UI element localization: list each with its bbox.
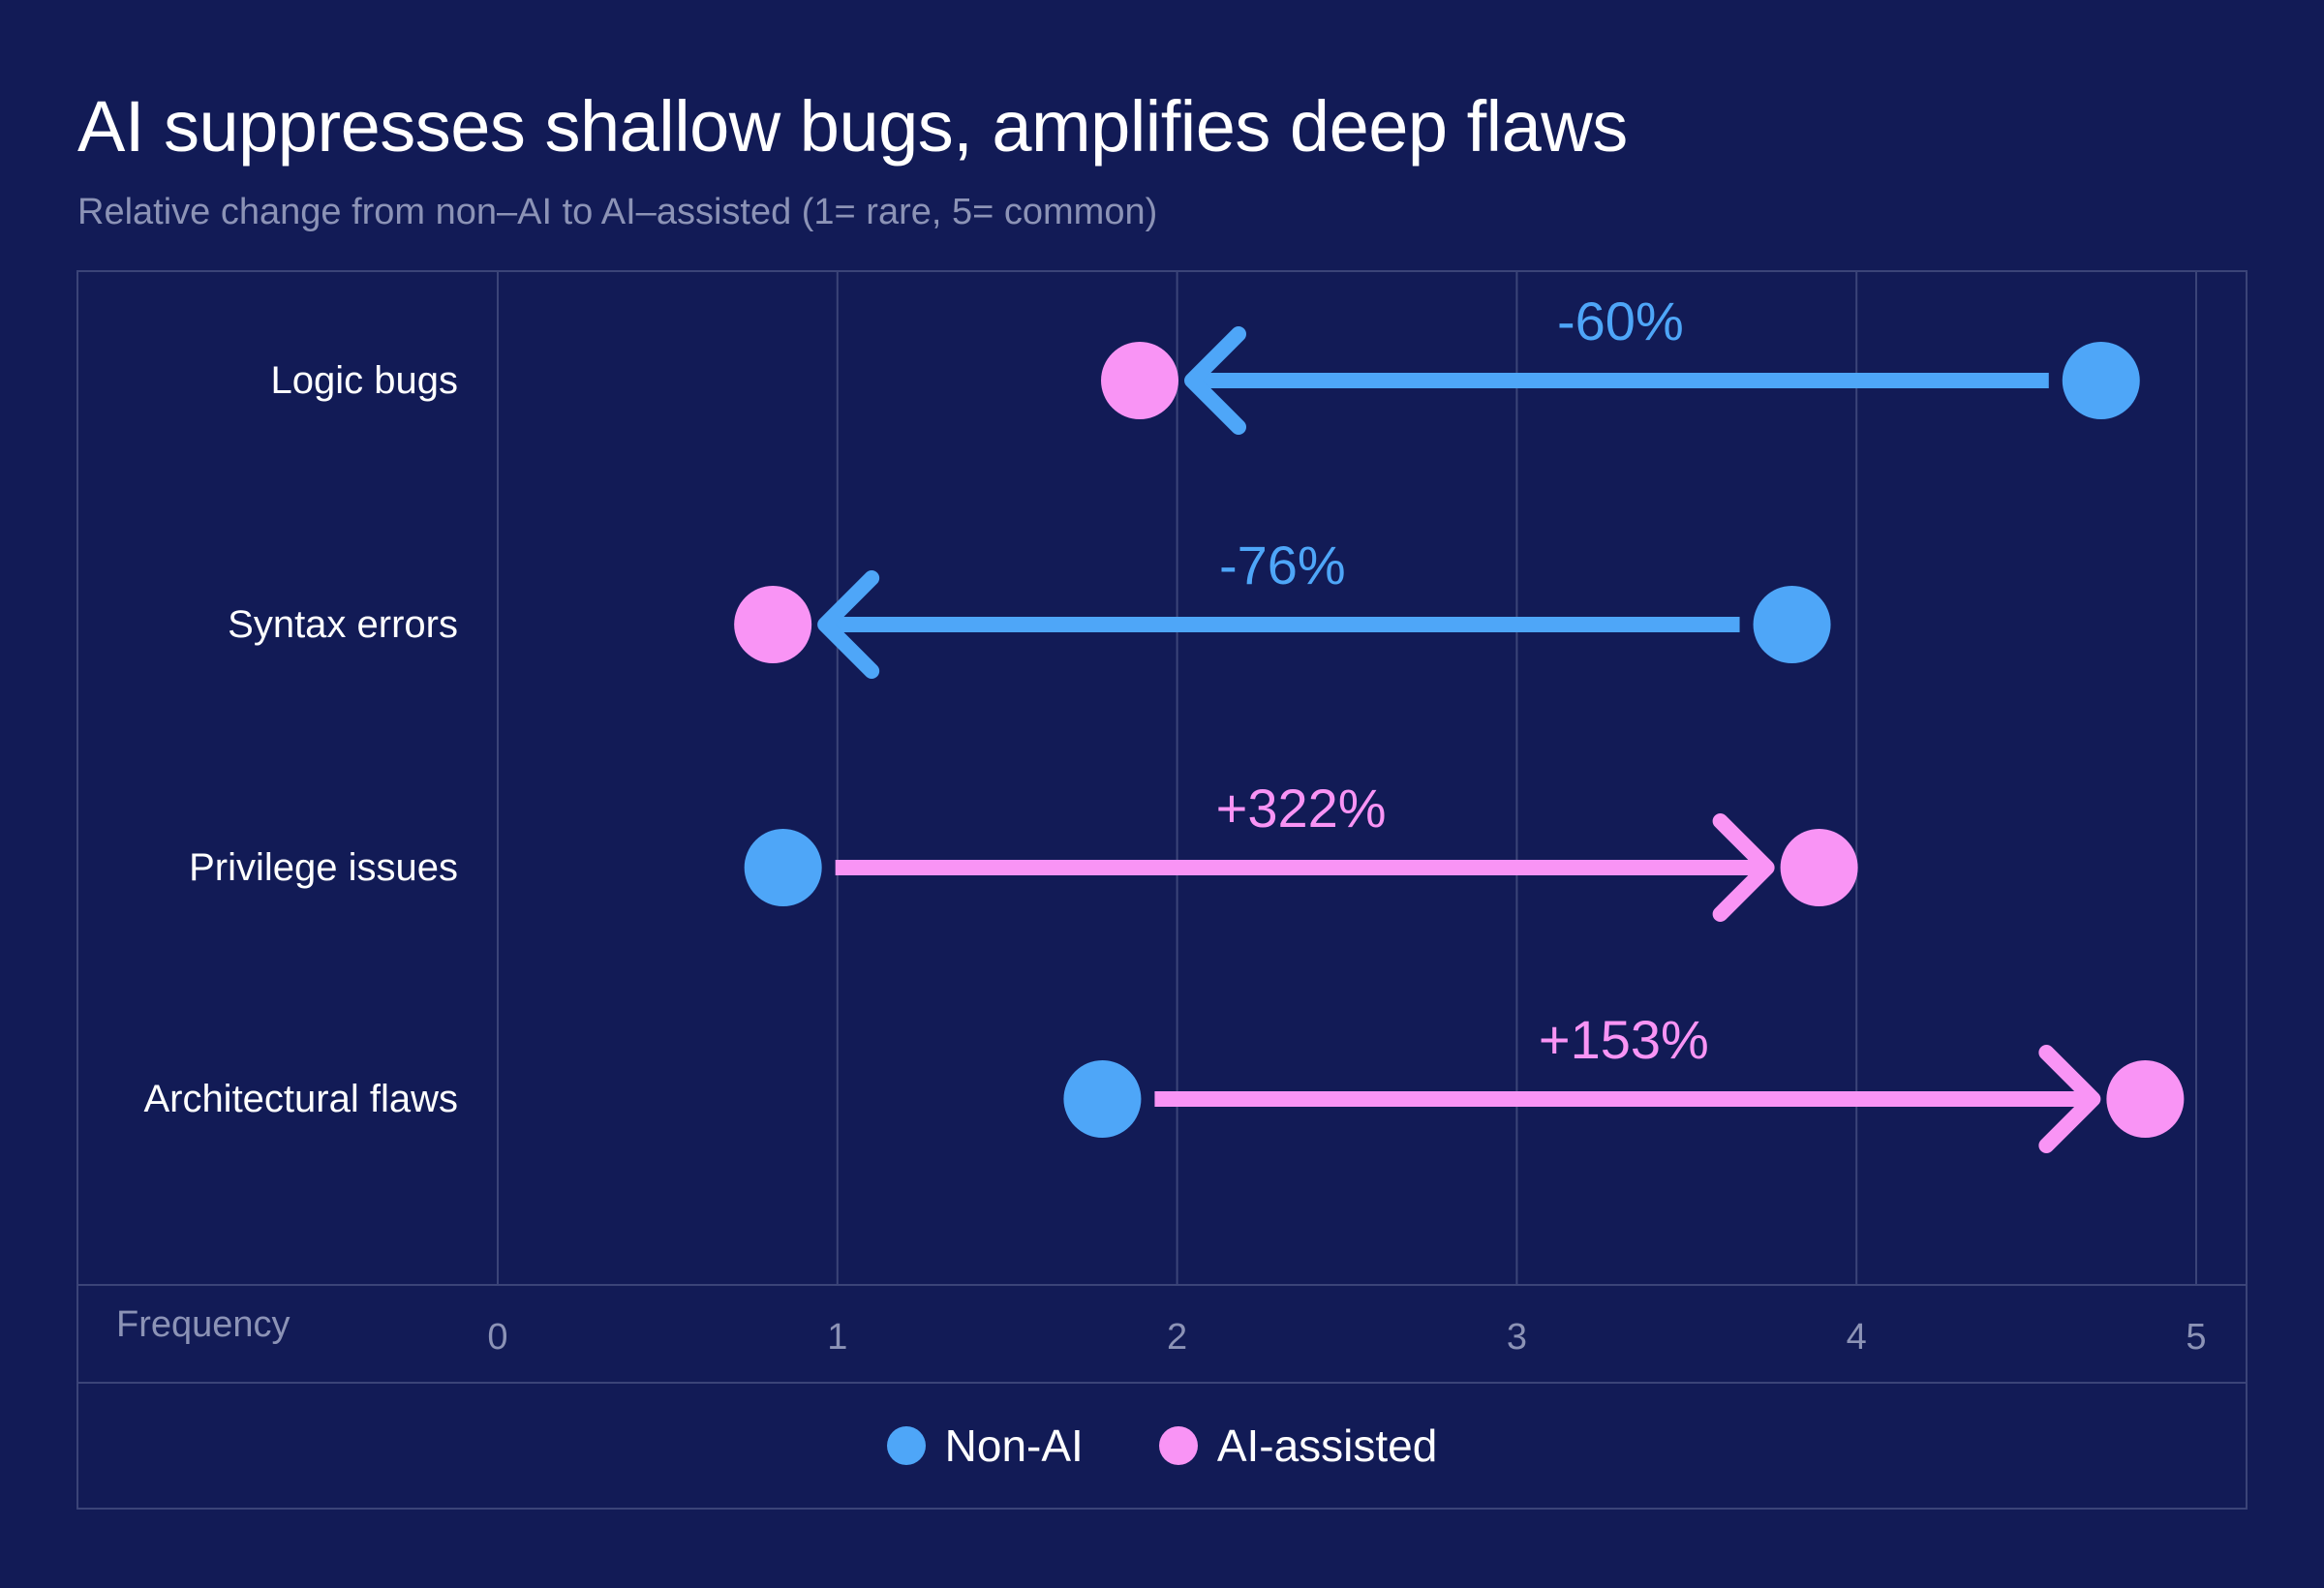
category-label: Syntax errors (228, 603, 458, 646)
x-tick-label: 2 (1167, 1317, 1187, 1358)
x-tick-label: 1 (827, 1317, 847, 1358)
non-ai-point (2062, 342, 2140, 419)
chart-title: AI suppresses shallow bugs, amplifies de… (77, 86, 1628, 167)
change-arrow-head (817, 570, 880, 679)
category-label: Privilege issues (189, 846, 458, 889)
legend-dot-ai-assisted (1158, 1426, 1198, 1465)
non-ai-point (744, 829, 822, 906)
change-arrow-head (2038, 1045, 2101, 1153)
ai-assisted-point (1780, 829, 1858, 906)
legend: Non-AI AI-assisted (77, 1383, 2247, 1509)
ai-assisted-point (734, 586, 812, 663)
legend-item-non-ai: Non-AI (886, 1420, 1084, 1472)
chart-frame (76, 270, 2248, 1510)
category-labels: Logic bugs Syntax errors Privilege issues A… (143, 359, 458, 1120)
x-tick-labels: 0 1 2 3 4 5 (487, 1317, 2206, 1358)
change-label: +322% (1216, 778, 1387, 839)
dumbbell-marks: -60% -76% +322% +153% (734, 290, 2185, 1153)
x-tick-label: 0 (487, 1317, 507, 1358)
category-label: Architectural flaws (143, 1078, 458, 1120)
ai-assisted-point (1101, 342, 1179, 419)
legend-dot-non-ai (886, 1426, 926, 1465)
non-ai-point (1063, 1060, 1142, 1138)
chart-subtitle: Relative change from non–AI to AI–assist… (77, 192, 1158, 232)
change-arrow-head (1184, 326, 1247, 435)
ai-assisted-point (2106, 1060, 2185, 1138)
legend-item-ai-assisted: AI-assisted (1158, 1420, 1438, 1472)
change-label: +153% (1539, 1009, 1709, 1070)
non-ai-point (1753, 586, 1831, 663)
change-label: -60% (1557, 290, 1684, 351)
legend-label-non-ai: Non-AI (944, 1420, 1084, 1471)
x-axis-label: Frequency (116, 1304, 290, 1345)
x-tick-label: 4 (1847, 1317, 1867, 1358)
grid-lines (497, 271, 2197, 1285)
legend-label-ai-assisted: AI-assisted (1216, 1420, 1438, 1471)
x-tick-label: 5 (2186, 1317, 2206, 1358)
change-arrow-head (1712, 813, 1775, 922)
category-label: Logic bugs (271, 359, 458, 402)
x-tick-label: 3 (1507, 1317, 1527, 1358)
change-label: -76% (1219, 534, 1346, 596)
